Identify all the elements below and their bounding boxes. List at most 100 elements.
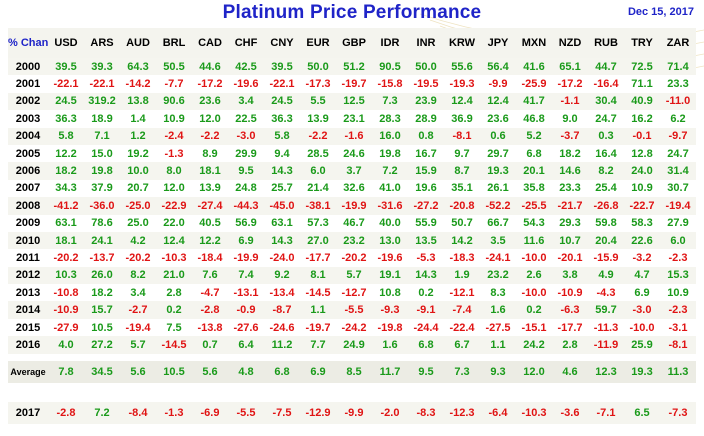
value-cell-chf: 29.9 xyxy=(228,144,264,163)
value-cell-chf: 42.5 xyxy=(228,58,264,76)
value-cell-jpy: 0.6 xyxy=(480,127,516,145)
row-label: 2011 xyxy=(8,249,48,267)
value-cell-brl: 21.0 xyxy=(156,266,192,285)
value-cell-chf: 22.5 xyxy=(228,110,264,128)
value-cell-zar: 31.4 xyxy=(660,162,696,180)
value-cell-ars: -36.0 xyxy=(84,197,120,215)
column-header-ars: ARS xyxy=(84,28,120,58)
value-cell-inr: 14.3 xyxy=(408,266,444,285)
value-cell-inr: -19.5 xyxy=(408,75,444,93)
value-cell-nzd: 29.3 xyxy=(552,214,588,232)
value-cell-ars: 37.9 xyxy=(84,179,120,198)
value-cell-nzd: -6.3 xyxy=(552,301,588,319)
value-cell-krw: 12.4 xyxy=(444,92,480,111)
value-cell-jpy: 56.4 xyxy=(480,58,516,76)
value-cell-cad: 12.0 xyxy=(192,110,228,128)
value-cell-ars: 24.1 xyxy=(84,231,120,250)
value-cell-try: 6.5 xyxy=(624,401,660,424)
value-cell-idr: -15.8 xyxy=(372,75,408,93)
value-cell-nzd: -1.1 xyxy=(552,92,588,111)
value-cell-try: 25.9 xyxy=(624,336,660,354)
value-cell-idr: -19.6 xyxy=(372,249,408,267)
value-cell-cad: 13.9 xyxy=(192,179,228,198)
value-cell-cny: 6.8 xyxy=(264,360,300,383)
value-cell-chf: -3.0 xyxy=(228,127,264,145)
table-row-2000: 2000 39.5 39.3 64.3 50.5 44.6 42.5 39.5 50.0 51.2… xyxy=(8,58,696,76)
value-cell-gbp: 46.7 xyxy=(336,214,372,232)
value-cell-mxn: -25.9 xyxy=(516,75,552,93)
table-row-2009: 2009 63.1 78.6 25.0 22.0 40.5 56.9 63.1 57.3 46.7… xyxy=(8,214,696,232)
value-cell-ars: 19.8 xyxy=(84,162,120,180)
column-header-cny: CNY xyxy=(264,28,300,58)
value-cell-eur: 5.5 xyxy=(300,92,336,111)
value-cell-zar: 30.7 xyxy=(660,179,696,198)
value-cell-cad: 5.6 xyxy=(192,360,228,383)
value-cell-gbp: 24.6 xyxy=(336,144,372,163)
value-cell-idr: -31.6 xyxy=(372,197,408,215)
value-cell-nzd: 18.2 xyxy=(552,144,588,163)
value-cell-usd: 34.3 xyxy=(48,179,84,198)
value-cell-rub: 8.2 xyxy=(588,162,624,180)
value-cell-cad: 44.6 xyxy=(192,58,228,76)
column-header-rub: RUB xyxy=(588,28,624,58)
value-cell-idr: 41.0 xyxy=(372,179,408,198)
value-cell-try: 40.9 xyxy=(624,92,660,111)
value-cell-nzd: 65.1 xyxy=(552,58,588,76)
value-cell-gbp: -1.6 xyxy=(336,127,372,145)
value-cell-zar: -11.0 xyxy=(660,92,696,111)
value-cell-inr: -5.3 xyxy=(408,249,444,267)
value-cell-chf: 6.4 xyxy=(228,336,264,354)
value-cell-cad: 12.2 xyxy=(192,231,228,250)
value-cell-zar: 15.3 xyxy=(660,266,696,285)
table-row-2003: 2003 36.3 18.9 1.4 10.9 12.0 22.5 36.3 13.9 23.1 2… xyxy=(8,110,696,128)
value-cell-cad: 8.9 xyxy=(192,144,228,163)
value-cell-mxn: -25.5 xyxy=(516,197,552,215)
value-cell-zar: 6.0 xyxy=(660,231,696,250)
value-cell-chf: -27.6 xyxy=(228,318,264,337)
value-cell-chf: 9.5 xyxy=(228,162,264,180)
spacer-row xyxy=(8,382,696,402)
value-cell-usd: -10.9 xyxy=(48,301,84,319)
value-cell-aud: 3.4 xyxy=(120,284,156,302)
value-cell-eur: 13.9 xyxy=(300,110,336,128)
value-cell-usd: -22.1 xyxy=(48,75,84,93)
value-cell-cny: -24.0 xyxy=(264,249,300,267)
value-cell-inr: 16.7 xyxy=(408,144,444,163)
value-cell-zar: 27.9 xyxy=(660,214,696,232)
value-cell-zar: 10.9 xyxy=(660,284,696,302)
value-cell-inr: 19.6 xyxy=(408,179,444,198)
value-cell-aud: 1.2 xyxy=(120,127,156,145)
value-cell-aud: -2.7 xyxy=(120,301,156,319)
value-cell-zar: -2.3 xyxy=(660,301,696,319)
value-cell-eur: -14.5 xyxy=(300,284,336,302)
value-cell-gbp: -20.2 xyxy=(336,249,372,267)
table-row-2016: 2016 4.0 27.2 5.7 -14.5 0.7 6.4 11.2 7.7 24.9 1.6 6… xyxy=(8,336,696,354)
value-cell-jpy: 1.6 xyxy=(480,301,516,319)
value-cell-aud: 20.7 xyxy=(120,179,156,198)
performance-table: % Change USDARSAUDBRLCADCHFCNYEURGBPIDRI… xyxy=(8,28,696,424)
row-label: 2015 xyxy=(8,318,48,337)
value-cell-zar: -19.4 xyxy=(660,197,696,215)
value-cell-eur: -2.2 xyxy=(300,127,336,145)
value-cell-cny: -7.5 xyxy=(264,401,300,424)
value-cell-cny: -13.4 xyxy=(264,284,300,302)
value-cell-mxn: 0.2 xyxy=(516,301,552,319)
value-cell-krw: 1.9 xyxy=(444,266,480,285)
column-header-krw: KRW xyxy=(444,28,480,58)
value-cell-jpy: 12.4 xyxy=(480,92,516,111)
value-cell-try: -22.7 xyxy=(624,197,660,215)
value-cell-try: 24.0 xyxy=(624,162,660,180)
value-cell-jpy: 26.1 xyxy=(480,179,516,198)
value-cell-krw: 36.9 xyxy=(444,110,480,128)
value-cell-jpy: -9.9 xyxy=(480,75,516,93)
value-cell-brl: -1.3 xyxy=(156,144,192,163)
value-cell-eur: -17.7 xyxy=(300,249,336,267)
value-cell-inr: -27.2 xyxy=(408,197,444,215)
value-cell-gbp: -5.5 xyxy=(336,301,372,319)
value-cell-zar: -8.1 xyxy=(660,336,696,354)
report-date: Dec 15, 2017 xyxy=(627,6,694,18)
value-cell-mxn: 20.1 xyxy=(516,162,552,180)
value-cell-chf: 4.8 xyxy=(228,360,264,383)
value-cell-usd: 24.5 xyxy=(48,92,84,111)
value-cell-brl: -10.3 xyxy=(156,249,192,267)
